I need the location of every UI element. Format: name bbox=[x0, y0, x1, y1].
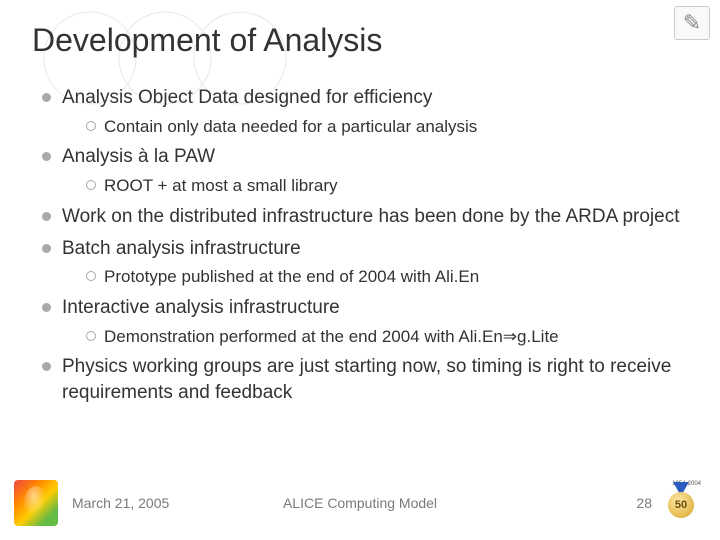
bullet-text: Batch analysis infrastructure bbox=[62, 238, 301, 259]
sub-bullet-text: ROOT + at most a small library bbox=[104, 176, 338, 195]
sub-bullet-item: ROOT + at most a small library bbox=[84, 174, 688, 198]
bullet-text: Physics working groups are just starting… bbox=[62, 356, 671, 403]
sub-bullet-text: Prototype published at the end of 2004 w… bbox=[104, 267, 479, 286]
bullet-text: Analysis à la PAW bbox=[62, 146, 215, 167]
bullet-item: Work on the distributed infrastructure h… bbox=[40, 204, 688, 230]
footer-date: March 21, 2005 bbox=[72, 495, 169, 511]
bullet-text: Interactive analysis infrastructure bbox=[62, 297, 340, 318]
alice-logo bbox=[14, 480, 58, 526]
sub-bullet-item: Demonstration performed at the end 2004 … bbox=[84, 325, 688, 349]
bullet-item: Interactive analysis infrastructure Demo… bbox=[40, 295, 688, 348]
slide-footer: March 21, 2005 ALICE Computing Model 28 … bbox=[0, 480, 720, 526]
bullet-item: Analysis Object Data designed for effici… bbox=[40, 85, 688, 138]
arrow-icon: ⇒ bbox=[503, 327, 517, 346]
footer-title: ALICE Computing Model bbox=[283, 495, 437, 511]
bullet-text: Analysis Object Data designed for effici… bbox=[62, 87, 432, 108]
sub-bullet-text: Contain only data needed for a particula… bbox=[104, 117, 477, 136]
bullet-item: Analysis à la PAW ROOT + at most a small… bbox=[40, 144, 688, 197]
corner-sketch-logo: ✎ bbox=[674, 6, 710, 40]
page-number: 28 bbox=[636, 495, 652, 511]
bullet-list: Analysis Object Data designed for effici… bbox=[32, 85, 688, 406]
slide-body: Development of Analysis Analysis Object … bbox=[0, 0, 720, 406]
cern-number: 50 bbox=[675, 499, 687, 511]
sub-bullet-text: g.Lite bbox=[517, 327, 559, 346]
bullet-text: Work on the distributed infrastructure h… bbox=[62, 206, 680, 227]
bullet-item: Physics working groups are just starting… bbox=[40, 354, 688, 405]
cern-anniversary-badge: 1954-2004 50 bbox=[662, 484, 700, 522]
slide-title: Development of Analysis bbox=[32, 22, 688, 59]
bullet-item: Batch analysis infrastructure Prototype … bbox=[40, 236, 688, 289]
sub-bullet-item: Contain only data needed for a particula… bbox=[84, 115, 688, 139]
sub-bullet-item: Prototype published at the end of 2004 w… bbox=[84, 265, 688, 289]
sub-bullet-text: Demonstration performed at the end 2004 … bbox=[104, 327, 503, 346]
